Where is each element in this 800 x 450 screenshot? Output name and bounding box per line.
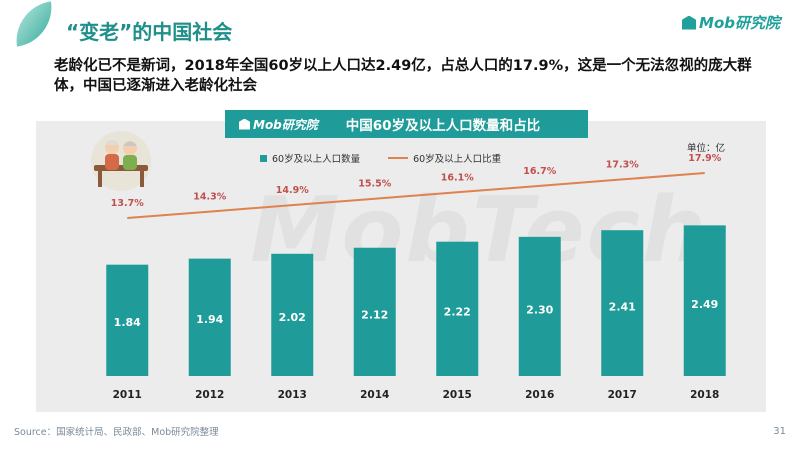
chart-title: 中国60岁及以上人口数量和占比 bbox=[345, 118, 541, 134]
brand-name: Mob研究院 bbox=[699, 14, 780, 32]
chart-panel bbox=[36, 121, 766, 412]
page-number: 31 bbox=[773, 426, 786, 437]
decorative-leaf bbox=[11, 1, 57, 47]
legend-line-swatch-icon bbox=[388, 157, 409, 159]
bar-value-label: 2.49 bbox=[691, 298, 718, 311]
chart-legend: 60岁及以上人口数量 60岁及以上人口比重 bbox=[260, 151, 501, 165]
bar-2017 bbox=[601, 230, 644, 376]
bar-value-label: 1.94 bbox=[196, 313, 223, 326]
line-value-label: 15.5% bbox=[358, 179, 391, 190]
legend-label-bar: 60岁及以上人口数量 bbox=[272, 154, 361, 165]
bar-2012 bbox=[188, 258, 231, 376]
bar-value-label: 1.84 bbox=[114, 316, 141, 329]
bar-2014 bbox=[353, 247, 396, 376]
bar-value-label: 2.41 bbox=[609, 300, 636, 313]
x-tick-label: 2011 bbox=[113, 389, 142, 401]
line-value-label: 13.7% bbox=[111, 198, 144, 209]
legend-item-line: 60岁及以上人口比重 bbox=[388, 151, 501, 165]
line-value-label: 14.9% bbox=[276, 185, 309, 196]
bar-2015 bbox=[436, 241, 479, 376]
x-tick-label: 2018 bbox=[690, 389, 719, 401]
bar-value-label: 2.02 bbox=[279, 311, 306, 324]
brand-logo: Mob研究院 bbox=[682, 12, 780, 33]
bar-value-label: 2.30 bbox=[526, 303, 553, 316]
legend-bar-swatch-icon bbox=[260, 154, 267, 162]
line-value-label: 16.7% bbox=[523, 166, 556, 177]
x-tick-label: 2014 bbox=[360, 389, 389, 401]
elderly-couple-illustration-icon bbox=[91, 131, 151, 191]
bar-2018 bbox=[683, 225, 726, 376]
line-value-label: 16.1% bbox=[441, 172, 474, 183]
chart-header-logo: Mob研究院 bbox=[239, 116, 318, 133]
bar-2011 bbox=[106, 264, 149, 376]
line-value-label: 17.9% bbox=[688, 153, 721, 164]
x-tick-label: 2017 bbox=[608, 389, 637, 401]
x-tick-label: 2012 bbox=[195, 389, 224, 401]
chart-header: Mob研究院 中国60岁及以上人口数量和占比 bbox=[225, 110, 588, 138]
proportion-line bbox=[127, 172, 705, 219]
source-note: Source：国家统计局、民政部、Mob研究院整理 bbox=[14, 427, 219, 438]
x-tick-label: 2015 bbox=[443, 389, 472, 401]
slide-title: “变老”的中国社会 bbox=[66, 20, 233, 44]
logo-cube-icon bbox=[239, 118, 250, 130]
legend-label-line: 60岁及以上人口比重 bbox=[413, 154, 502, 165]
chart-header-logo-text: Mob研究院 bbox=[253, 117, 318, 132]
line-value-label: 14.3% bbox=[193, 192, 226, 203]
bar-2016 bbox=[518, 236, 561, 376]
slide-subtitle: 老龄化已不是新词，2018年全国60岁以上人口达2.49亿，占总人口的17.9%… bbox=[54, 58, 752, 94]
bar-value-label: 2.12 bbox=[361, 308, 388, 321]
x-tick-label: 2013 bbox=[278, 389, 307, 401]
x-tick-label: 2016 bbox=[525, 389, 554, 401]
logo-cube-icon bbox=[682, 15, 697, 30]
line-value-label: 17.3% bbox=[606, 159, 639, 170]
bar-2013 bbox=[271, 253, 314, 376]
chart-canvas: 1.84 1.94 2.02 2.12 2.22 2.30 2.41 2.49 13.7% 14… bbox=[106, 153, 726, 401]
bar-value-label: 2.22 bbox=[444, 306, 471, 319]
unit-label: 单位：亿 bbox=[687, 143, 726, 154]
legend-item-bar: 60岁及以上人口数量 bbox=[260, 151, 360, 165]
